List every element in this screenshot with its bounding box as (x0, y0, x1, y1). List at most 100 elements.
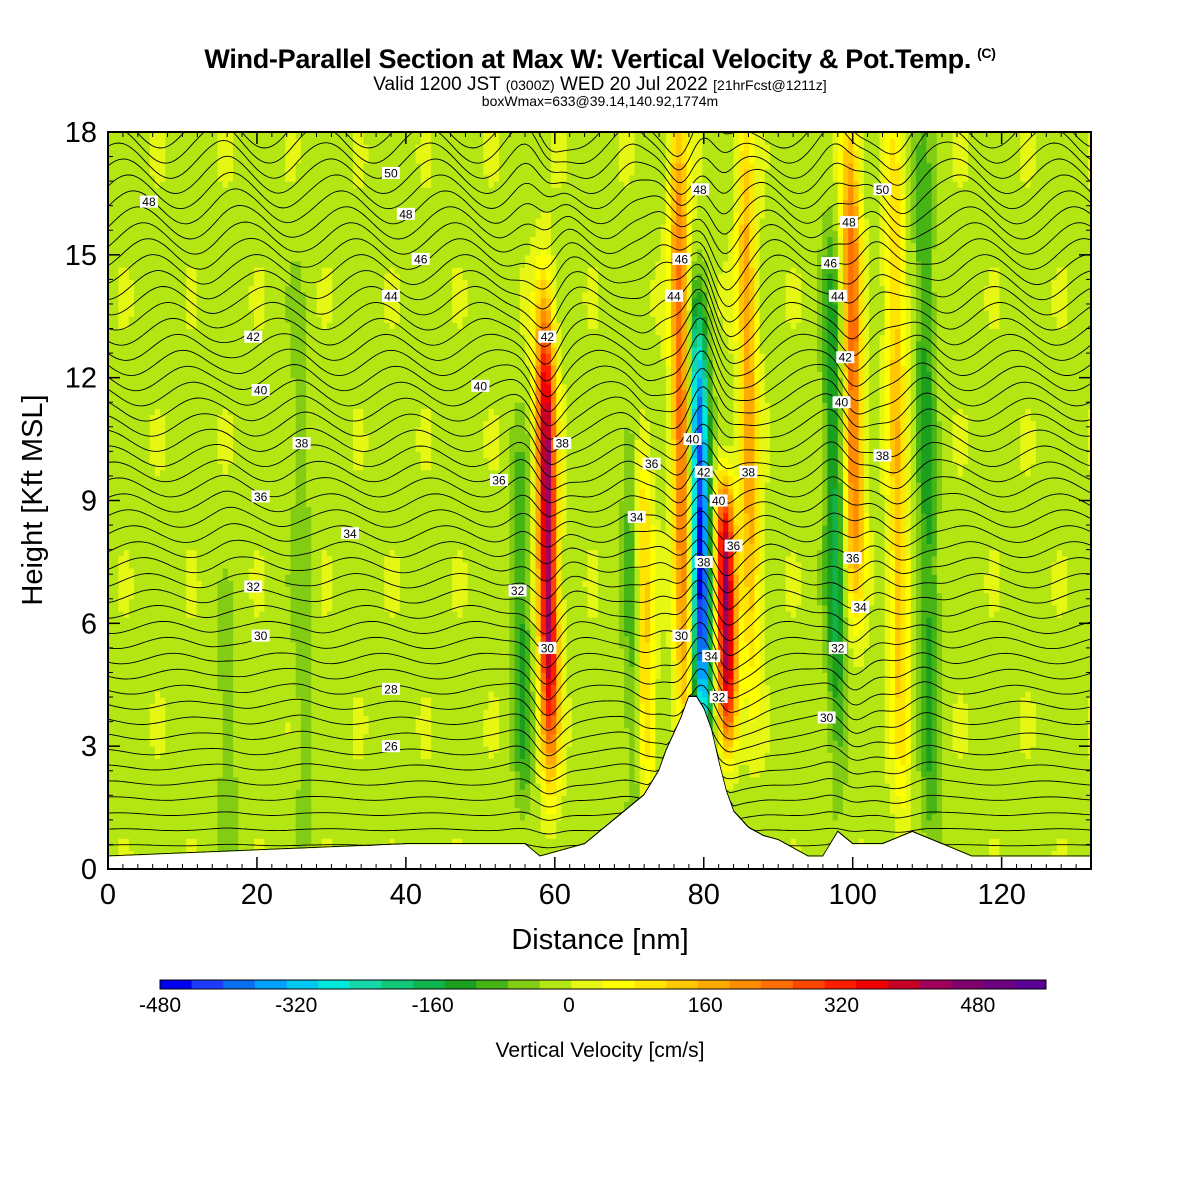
colorbar-swatch (793, 980, 825, 989)
colorbar-swatch (919, 980, 951, 989)
y-tick-label: 12 (65, 363, 97, 395)
isentrope-label: 42 (244, 330, 262, 344)
colorbar-swatch (730, 980, 762, 989)
colorbar-tick-label: 320 (824, 994, 859, 1017)
isentrope-label: 38 (695, 555, 713, 569)
isentrope-label: 32 (829, 641, 847, 655)
isentrope-label: 34 (851, 600, 869, 614)
isentrope-label: 38 (553, 437, 571, 451)
colorbar-swatch (255, 980, 287, 989)
isentrope-label: 30 (818, 711, 836, 725)
y-tick-label: 3 (81, 731, 97, 763)
y-axis-label: Height [Kft MSL] (17, 394, 49, 605)
colorbar-tick-label: 160 (688, 994, 723, 1017)
y-tick-label: 9 (81, 486, 97, 518)
isentrope-label: 28 (382, 682, 400, 696)
colorbar-swatch (350, 980, 382, 989)
isentrope-label: 34 (702, 650, 720, 664)
isentrope-label: 46 (821, 257, 839, 271)
colorbar-swatch (635, 980, 667, 989)
isentrope-label: 32 (509, 584, 527, 598)
colorbar-swatch (287, 980, 319, 989)
isentrope-label: 48 (840, 216, 858, 230)
isentrope-label: 36 (643, 457, 661, 471)
colorbar-swatch (508, 980, 540, 989)
isentrope-label: 40 (833, 396, 851, 410)
colorbar-swatch (571, 980, 603, 989)
x-tick-label: 0 (100, 879, 116, 911)
plot-area (108, 107, 1094, 869)
colorbar-tick-label: 0 (563, 994, 575, 1017)
isentrope-label: 40 (684, 433, 702, 447)
isentrope-label: 34 (341, 527, 359, 541)
isentrope-label: 36 (844, 551, 862, 565)
colorbar-swatch (476, 980, 508, 989)
colorbar-swatch (698, 980, 730, 989)
colorbar-swatch (223, 980, 255, 989)
x-tick-label: 80 (688, 879, 720, 911)
isentrope-label: 40 (252, 383, 270, 397)
isentrope-label: 36 (490, 474, 508, 488)
colorbar: -480 -320 -160 0 160 320 480 (139, 980, 1047, 1017)
colorbar-swatch (445, 980, 477, 989)
y-tick-label: 15 (65, 240, 97, 272)
colorbar-swatch (888, 980, 920, 989)
colorbar-swatch (1014, 980, 1046, 989)
colorbar-tick-label: -480 (139, 994, 181, 1017)
x-tick-label: 120 (977, 879, 1025, 911)
isentrope-label: 44 (665, 289, 683, 303)
isentrope-label: 42 (538, 330, 556, 344)
isentrope-label: 36 (725, 539, 743, 553)
colorbar-swatch (951, 980, 983, 989)
colorbar-swatch (540, 980, 572, 989)
isentrope-label: 48 (691, 183, 709, 197)
colorbar-swatch (382, 980, 414, 989)
colorbar-swatch (856, 980, 888, 989)
isentrope-label: 48 (397, 207, 415, 221)
isentrope-label: 30 (538, 641, 556, 655)
x-tick-label: 40 (390, 879, 422, 911)
isentrope-label: 50 (382, 166, 400, 180)
colorbar-swatch (603, 980, 635, 989)
colorbar-tick-label: 480 (960, 994, 995, 1017)
chart-svg: 4850484644424038363432302826403632304238… (0, 0, 1200, 1200)
colorbar-tick-label: -320 (275, 994, 317, 1017)
isentrope-label: 44 (829, 289, 847, 303)
isentrope-label: 40 (710, 494, 728, 508)
isentrope-label: 46 (412, 252, 430, 266)
isentrope-label: 32 (710, 691, 728, 705)
colorbar-swatch (413, 980, 445, 989)
y-tick-label: 18 (65, 117, 97, 149)
x-axis-label: Distance [nm] (511, 924, 688, 956)
isentrope-label: 30 (252, 629, 270, 643)
colorbar-swatch (160, 980, 192, 989)
colorbar-swatch (761, 980, 793, 989)
colorbar-swatch (318, 980, 350, 989)
isentrope-label: 38 (873, 449, 891, 463)
y-tick-label: 0 (81, 854, 97, 886)
isentrope-label: 40 (471, 379, 489, 393)
isentrope-label: 34 (628, 510, 646, 524)
colorbar-swatch (666, 980, 698, 989)
isentrope-label: 50 (873, 183, 891, 197)
colorbar-swatch (825, 980, 857, 989)
isentrope-label: 42 (695, 465, 713, 479)
colorbar-tick-label: -160 (412, 994, 454, 1017)
x-tick-label: 100 (829, 879, 877, 911)
isentrope-label: 26 (382, 740, 400, 754)
x-tick-label: 20 (241, 879, 273, 911)
isentrope-label: 42 (836, 351, 854, 365)
y-tick-label: 6 (81, 608, 97, 640)
isentrope-label: 46 (672, 252, 690, 266)
isentrope-label: 38 (739, 465, 757, 479)
isentrope-label: 44 (382, 289, 400, 303)
isentrope-label: 36 (252, 490, 270, 504)
colorbar-swatch (983, 980, 1015, 989)
x-tick-label: 60 (539, 879, 571, 911)
isentrope-label: 30 (672, 629, 690, 643)
colorbar-label: Vertical Velocity [cm/s] (496, 1039, 705, 1062)
isentrope-label: 32 (244, 580, 262, 594)
isentrope-label: 38 (293, 437, 311, 451)
isentrope-label: 48 (140, 195, 158, 209)
colorbar-swatch (192, 980, 224, 989)
